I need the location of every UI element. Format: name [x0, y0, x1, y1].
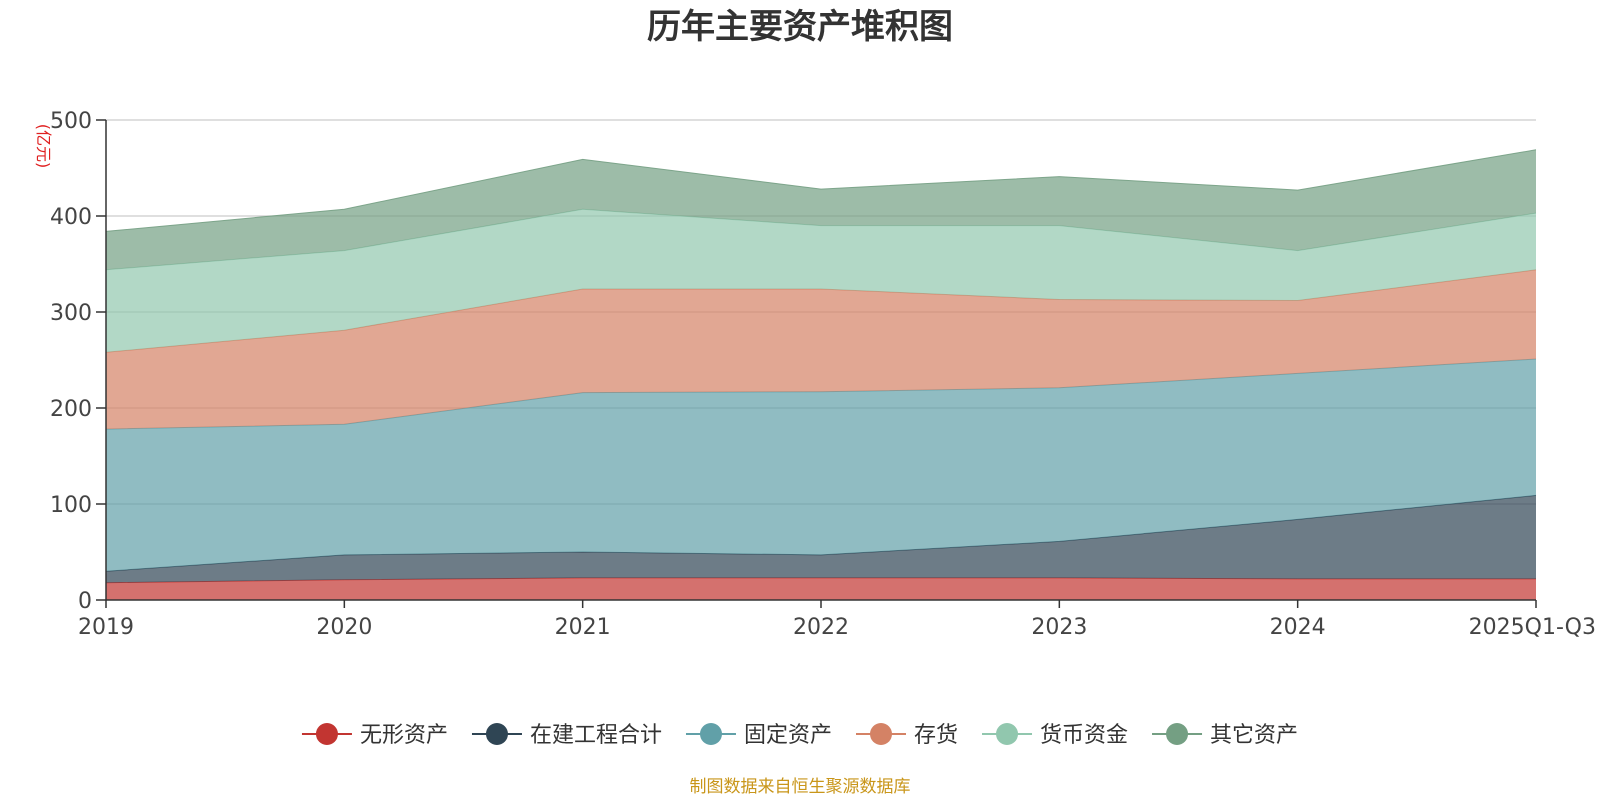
x-tick-label-0: 2019 [78, 615, 134, 640]
source-note: 制图数据来自恒生聚源数据库 [690, 777, 911, 797]
y-tick-label-500: 500 [50, 109, 92, 134]
y-tick-label-400: 400 [50, 205, 92, 230]
legend-circle-icon [996, 723, 1019, 745]
legend-circle-icon [870, 723, 892, 745]
area-series-4[interactable] [106, 209, 1536, 353]
x-tick-label-2: 2021 [555, 615, 611, 640]
x-tick-label-1: 2020 [316, 615, 372, 640]
legend-label: 在建工程合计 [530, 723, 662, 748]
legend-item-1[interactable]: 在建工程合计 [471, 723, 662, 748]
x-tick-label-6: 2025Q1-Q3 [1469, 615, 1596, 640]
legend-circle-icon [1166, 723, 1189, 745]
legend-circle-icon [699, 723, 722, 745]
x-tick-label-4: 2023 [1031, 615, 1087, 640]
area-series-1[interactable] [106, 495, 1536, 583]
axes: 0 100 200 300 400 500 2019 2020 2021 2022 2023 2024… [50, 109, 1596, 640]
legend-circle-icon [485, 723, 508, 745]
y-tick-label-0: 0 [78, 589, 92, 614]
legend-item-4[interactable]: 货币资金 [982, 723, 1128, 748]
x-tick-label-5: 2024 [1270, 615, 1326, 640]
legend-label: 存货 [914, 723, 958, 748]
y-tick-label-100: 100 [50, 493, 92, 518]
legend: 无形资产 在建工程合计 固定资产 存货 货币资金 其它资产 [301, 723, 1298, 748]
legend-item-2[interactable]: 固定资产 [685, 723, 832, 748]
y-tick-label-300: 300 [50, 301, 92, 326]
legend-label: 无形资产 [360, 723, 448, 748]
legend-label: 固定资产 [744, 723, 832, 748]
area-series-0[interactable] [106, 577, 1536, 600]
legend-label: 其它资产 [1210, 723, 1298, 748]
y-tick-label-200: 200 [50, 397, 92, 422]
chart-title: 历年主要资产堆积图 [647, 7, 953, 47]
legend-item-0[interactable]: 无形资产 [301, 723, 448, 748]
area-series-2[interactable] [106, 359, 1536, 572]
legend-circle-icon [315, 723, 338, 745]
y-axis-unit-label: (亿元) [34, 124, 53, 169]
legend-item-5[interactable]: 其它资产 [1152, 723, 1298, 748]
area-series-5[interactable] [106, 149, 1536, 270]
area-series-group [105, 149, 1537, 600]
legend-label: 货币资金 [1040, 723, 1128, 748]
x-tick-label-3: 2022 [793, 615, 849, 640]
area-edge-5 [105, 149, 1537, 232]
legend-item-3[interactable]: 存货 [856, 723, 958, 748]
